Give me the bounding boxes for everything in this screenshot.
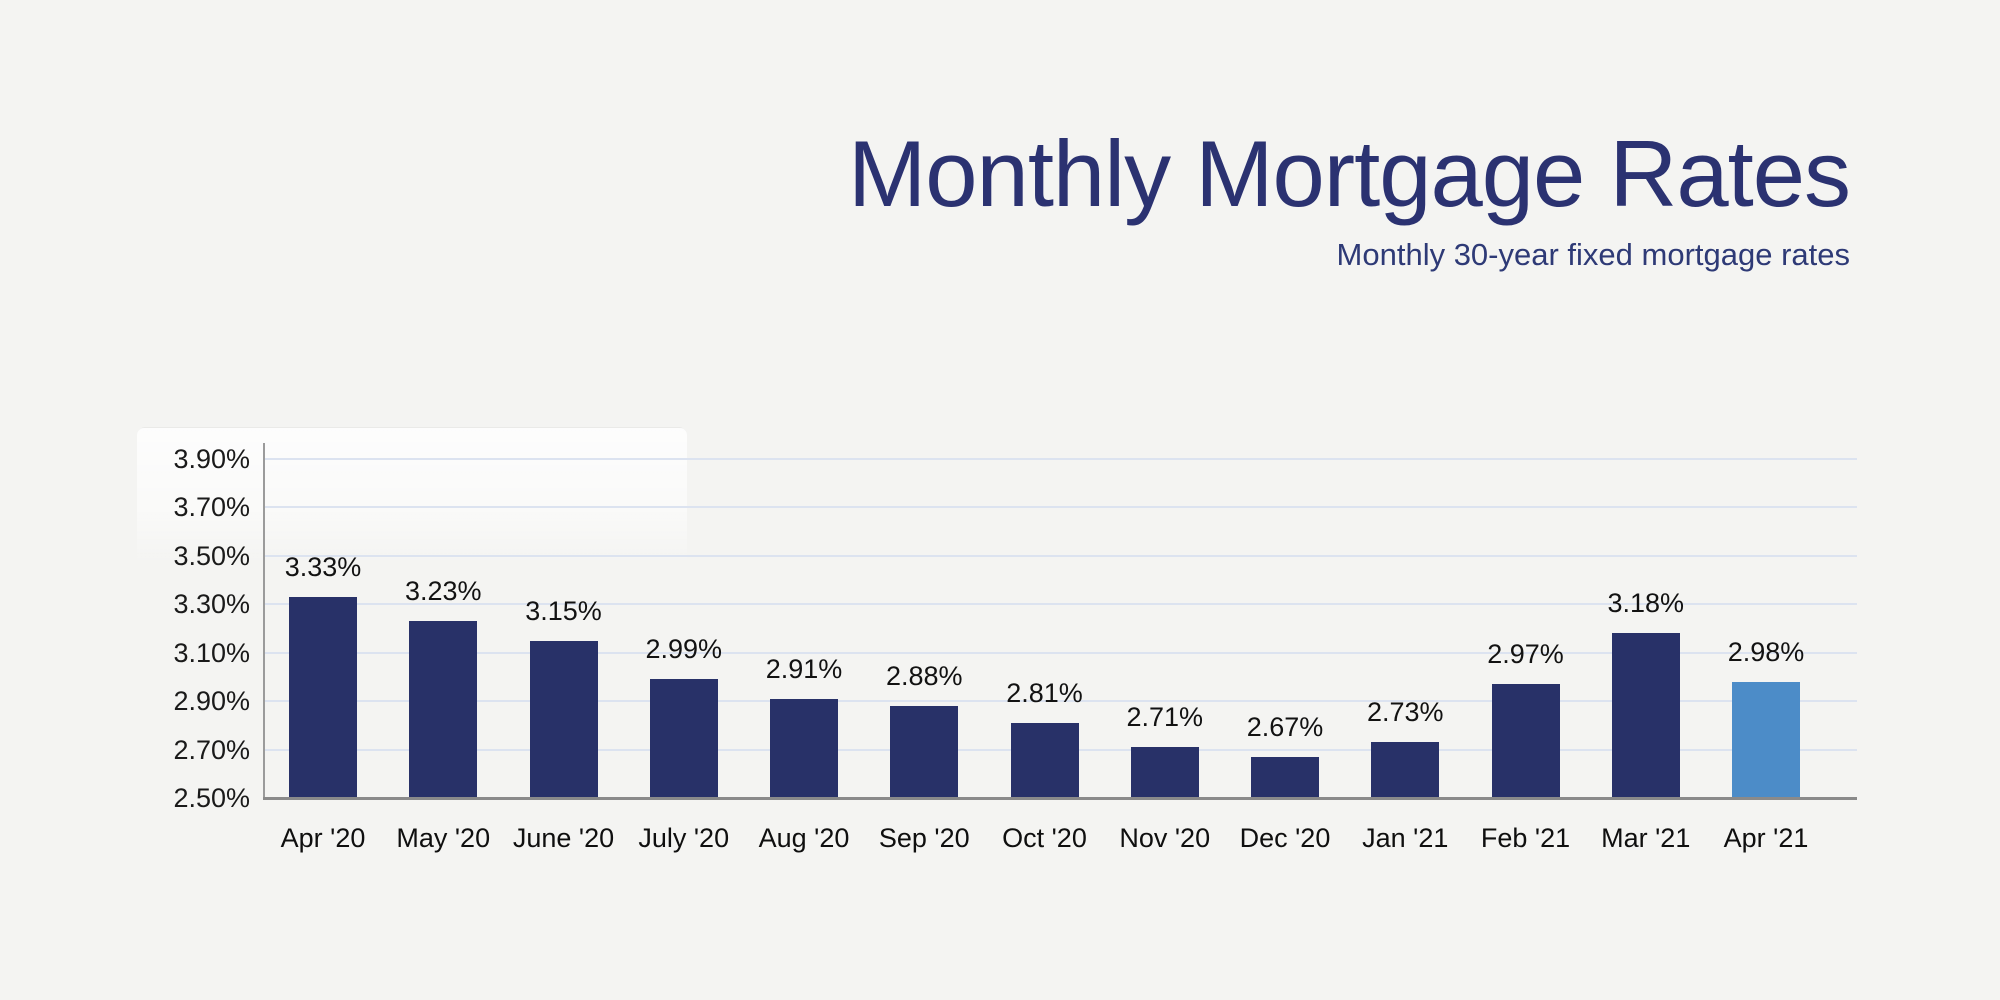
bar-value-label: 2.97% [1487,639,1564,670]
y-axis-tick-label: 3.10% [173,637,250,668]
gridline [265,700,1857,703]
x-axis-label: Apr '21 [1723,823,1809,853]
x-axis-label: Nov '20 [1119,823,1211,853]
x-axis-label: July '20 [638,823,730,853]
bar-value-label: 2.98% [1727,636,1805,667]
x-axis-label: Oct '20 [1002,823,1087,853]
ylabel-backdrop-panel [137,427,687,568]
gridline [265,458,1857,460]
x-axis-label: Jan '21 [1362,823,1449,853]
chart-subtitle: Monthly 30-year fixed mortgage rates [1336,236,1850,272]
bar [890,705,959,798]
bar-value-label: 3.15% [525,595,602,626]
bar [1611,633,1680,798]
x-axis-label: Dec '20 [1239,823,1331,853]
y-axis-tick-label: 2.50% [173,783,250,813]
bar [409,621,478,798]
x-axis-line [263,797,1857,800]
x-axis-label: Sep '20 [878,823,970,853]
bar-value-label: 2.91% [765,653,843,684]
x-axis-label: May '20 [396,823,491,853]
x-axis-label: Apr '20 [280,823,366,853]
bar [1251,756,1319,798]
bar [529,640,598,798]
gridline [265,603,1857,606]
y-axis-tick-label: 3.90% [173,444,250,474]
y-axis-tick-label: 3.30% [173,589,250,620]
y-axis-tick-label: 3.50% [173,540,250,571]
x-axis-label: Aug '20 [758,823,850,853]
bar-value-label: 3.18% [1607,588,1685,619]
x-axis-label: Mar '21 [1601,823,1691,853]
bar-value-label: 3.23% [404,576,482,607]
bar [289,597,357,798]
bar-value-label: 2.81% [1006,677,1083,708]
page-title: Monthly Mortgage Rates [847,121,1851,226]
bar-value-label: 2.99% [645,634,723,665]
y-axis-line [263,443,265,800]
bar [1732,681,1800,798]
bar-value-label: 2.73% [1366,697,1444,728]
bar-value-label: 2.71% [1126,702,1204,733]
bar [1491,684,1560,798]
bar [1130,747,1199,798]
bar-value-label: 2.67% [1246,711,1324,742]
chart-header: Monthly Mortgage Rates Monthly 30-year f… [847,121,1851,272]
x-axis-label: Feb '21 [1480,823,1571,853]
x-axis-label: June '20 [512,823,615,853]
y-axis-tick-label: 2.70% [173,734,250,765]
y-axis-tick-label: 3.70% [173,492,250,523]
bar-value-label: 2.88% [885,660,963,691]
gridline [265,506,1857,509]
gridline [265,651,1857,654]
bar [770,698,838,798]
y-axis-tick-label: 2.90% [173,686,250,717]
bar [649,679,718,798]
bar [1010,722,1079,798]
bar [1371,742,1440,798]
gridline [265,554,1857,557]
bar-value-label: 3.33% [284,552,362,583]
